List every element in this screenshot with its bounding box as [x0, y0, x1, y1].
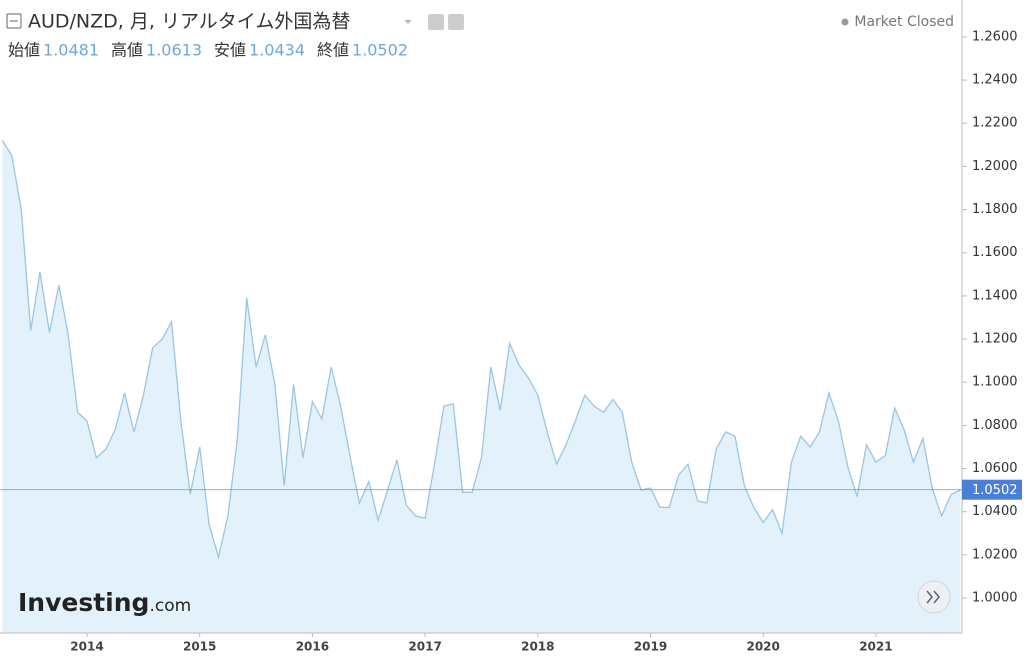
logo-suffix: .com	[149, 596, 191, 616]
dropdown-arrow[interactable]	[404, 20, 412, 24]
ohlc-value: 1.0481	[43, 41, 99, 60]
plot-area	[1, 140, 961, 633]
current-price-label: 1.0502	[972, 483, 1018, 498]
x-tick-label: 2020	[746, 640, 779, 654]
collapse-icon[interactable]	[6, 13, 22, 29]
ohlc-label: 安値	[214, 41, 246, 60]
market-status: Market Closed	[854, 14, 954, 30]
ohlc-label: 高値	[111, 41, 143, 60]
y-tick-label: 1.2000	[972, 159, 1018, 174]
y-tick-label: 1.0000	[972, 591, 1018, 606]
ohlc-value: 1.0613	[146, 41, 202, 60]
scroll-icon	[926, 590, 941, 604]
ohlc-label: 終値	[317, 41, 349, 60]
scroll-button[interactable]	[917, 580, 951, 614]
gear-icon[interactable]	[448, 14, 464, 30]
price-line	[1, 140, 961, 560]
y-tick-label: 1.1800	[972, 202, 1018, 217]
ohlc-value: 1.0434	[249, 41, 305, 60]
ohlc-row: 始値 1.0481 高値 1.0613 安値 1.0434 終値 1.0502	[8, 41, 408, 60]
x-tick-label: 2018	[521, 640, 554, 654]
y-tick-label: 1.0600	[972, 461, 1018, 476]
y-tick-label: 1.0800	[972, 418, 1018, 433]
y-tick-label: 1.1400	[972, 288, 1018, 303]
ohlc-label: 始値	[8, 41, 40, 60]
y-tick-label: 1.0200	[972, 547, 1018, 562]
current-price-box	[962, 479, 1022, 500]
x-tick-label: 2015	[183, 640, 216, 654]
chart-title: AUD/NZD, 月, リアルタイム外国為替	[28, 11, 350, 33]
settings-icon[interactable]	[428, 14, 444, 30]
y-tick-label: 1.2400	[972, 73, 1018, 88]
y-tick-label: 1.1000	[972, 375, 1018, 390]
y-tick-label: 1.1200	[972, 332, 1018, 347]
x-tick-label: 2017	[408, 640, 441, 654]
x-tick-label: 2014	[70, 640, 103, 654]
x-tick-label: 2016	[296, 640, 329, 654]
status-dot	[841, 18, 849, 26]
area-fill	[2, 140, 961, 633]
x-tick-label: 2019	[634, 640, 667, 654]
y-tick-label: 1.2200	[972, 116, 1018, 131]
y-tick-label: 1.2600	[972, 29, 1018, 44]
y-tick-label: 1.1600	[972, 245, 1018, 260]
ohlc-value: 1.0502	[352, 41, 408, 60]
y-tick-label: 1.0400	[972, 504, 1018, 519]
logo: Investing	[18, 588, 149, 617]
x-tick-label: 2021	[859, 640, 892, 654]
